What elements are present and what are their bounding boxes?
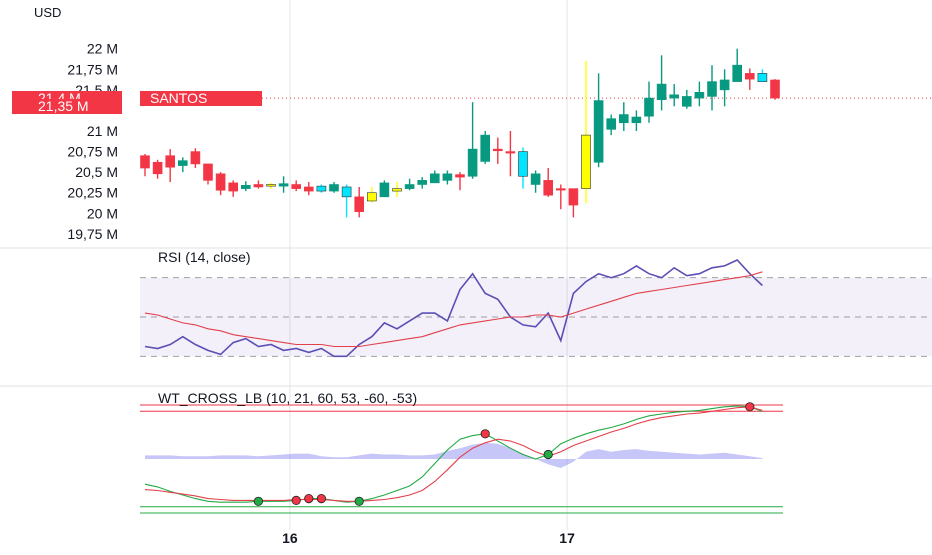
candle-body xyxy=(618,114,629,124)
candle-body xyxy=(241,185,251,189)
candle-body xyxy=(392,188,402,192)
y-tick-label: 20,25 M xyxy=(67,185,118,201)
candle-body xyxy=(467,148,478,177)
y-tick-label: 22 M xyxy=(87,41,118,57)
wt-title: WT_CROSS_LB (10, 21, 60, 53, -60, -53) xyxy=(158,390,417,406)
candle-body xyxy=(581,134,591,189)
candle-body xyxy=(278,183,289,187)
y-tick-label: 21,75 M xyxy=(67,61,118,77)
candle-body xyxy=(606,118,617,130)
candle-body xyxy=(505,151,516,154)
candle-body xyxy=(757,73,768,82)
candle-body xyxy=(366,192,377,202)
candle-body xyxy=(152,161,163,175)
candle-body xyxy=(379,182,390,198)
symbol-tag: SANTOS xyxy=(140,90,262,106)
candle-body xyxy=(568,188,579,206)
wt-cross-marker xyxy=(316,493,326,504)
price-tag: 21,35 M xyxy=(12,98,122,114)
candle-body xyxy=(417,180,428,185)
candle-body xyxy=(694,92,705,99)
candle-body xyxy=(354,196,365,212)
x-tick-label: 16 xyxy=(282,530,298,546)
candle-body xyxy=(455,174,465,178)
candle-body xyxy=(593,100,604,163)
wt-cross-marker xyxy=(354,496,364,506)
rsi-line xyxy=(144,259,763,358)
candle-body xyxy=(744,73,755,80)
candle-body xyxy=(329,184,339,192)
candle-body xyxy=(228,182,238,192)
candle-body xyxy=(770,79,780,99)
y-tick-label: 20 M xyxy=(87,205,118,221)
candle-body xyxy=(291,184,302,189)
wt-histogram-area xyxy=(145,442,763,468)
candle-body xyxy=(681,96,692,107)
candle-body xyxy=(178,160,188,166)
candle-body xyxy=(631,116,642,124)
wt-cross-marker xyxy=(291,495,301,505)
candle-body xyxy=(303,186,314,192)
wt-cross-marker xyxy=(480,429,490,439)
candle-body xyxy=(429,173,440,184)
rsi-ma-line xyxy=(144,271,763,348)
candle-body xyxy=(253,184,264,188)
wt-cross-marker xyxy=(543,449,553,460)
candle-body xyxy=(404,184,415,189)
wt-cross-marker xyxy=(745,402,755,412)
y-tick-label: 21 M xyxy=(87,123,118,139)
currency-label: USD xyxy=(34,5,61,20)
candle-body xyxy=(266,184,276,187)
wt-cross-marker xyxy=(253,496,263,506)
candle-body xyxy=(492,148,503,152)
candle-body xyxy=(215,173,226,191)
candle-body xyxy=(480,134,491,162)
y-tick-label: 20,5 M xyxy=(75,164,118,180)
y-tick-label: 19,75 M xyxy=(67,226,118,242)
candle-body xyxy=(669,94,680,99)
candle-body xyxy=(140,155,150,169)
candle-body xyxy=(644,97,654,117)
y-tick-label: 20,75 M xyxy=(67,144,118,160)
candle-body xyxy=(203,163,213,181)
candle-body xyxy=(732,64,743,82)
candle-body xyxy=(190,151,201,165)
wt-line-red xyxy=(144,406,763,502)
candle-body xyxy=(555,188,566,191)
wt-line-green xyxy=(144,405,763,503)
candle-body xyxy=(707,81,717,97)
candle-body xyxy=(543,180,554,196)
candle-body xyxy=(341,186,352,198)
candle-body xyxy=(530,173,541,185)
candle-body xyxy=(442,173,453,181)
candle-body xyxy=(316,185,327,192)
candle-body xyxy=(165,155,175,168)
candle-body xyxy=(719,79,730,91)
candle-body xyxy=(656,83,667,101)
wt-cross-marker xyxy=(304,493,314,504)
rsi-title: RSI (14, close) xyxy=(158,249,251,265)
x-tick-label: 17 xyxy=(559,530,575,546)
candle-body xyxy=(518,151,528,177)
